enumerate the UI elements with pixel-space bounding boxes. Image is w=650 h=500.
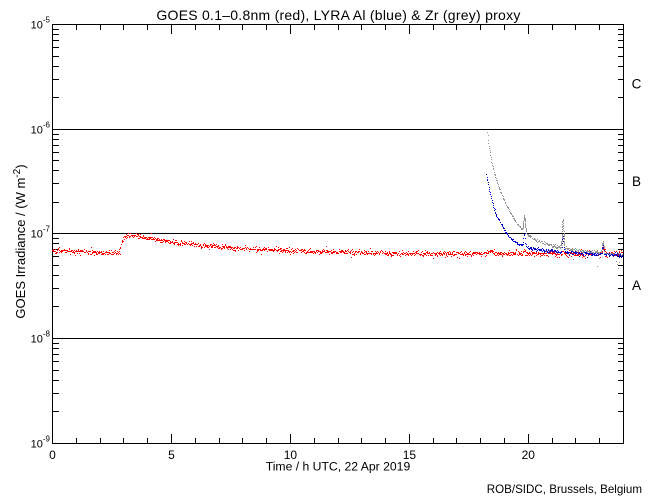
- svg-text:ROB/SIDC, Brussels, Belgium: ROB/SIDC, Brussels, Belgium: [487, 483, 642, 496]
- svg-text:10-5: 10-5: [31, 16, 51, 32]
- svg-text:5: 5: [168, 448, 175, 462]
- svg-text:0: 0: [49, 448, 56, 462]
- svg-text:C: C: [632, 77, 642, 92]
- svg-text:Time / h UTC, 22 Apr 2019: Time / h UTC, 22 Apr 2019: [266, 460, 411, 474]
- svg-text:10-7: 10-7: [31, 225, 51, 241]
- svg-text:B: B: [632, 174, 641, 189]
- svg-text:10: 10: [284, 448, 298, 462]
- svg-text:10-6: 10-6: [31, 121, 51, 137]
- svg-text:A: A: [632, 278, 641, 293]
- svg-text:15: 15: [403, 448, 417, 462]
- svg-text:20: 20: [522, 448, 536, 462]
- svg-text:GOES Irradiance / (W m-2): GOES Irradiance / (W m-2): [12, 164, 28, 318]
- svg-text:10-8: 10-8: [31, 330, 51, 346]
- svg-text:10-9: 10-9: [31, 435, 51, 451]
- svg-text:GOES 0.1–0.8nm (red), LYRA Al: GOES 0.1–0.8nm (red), LYRA Al (blue) & Z…: [156, 7, 520, 23]
